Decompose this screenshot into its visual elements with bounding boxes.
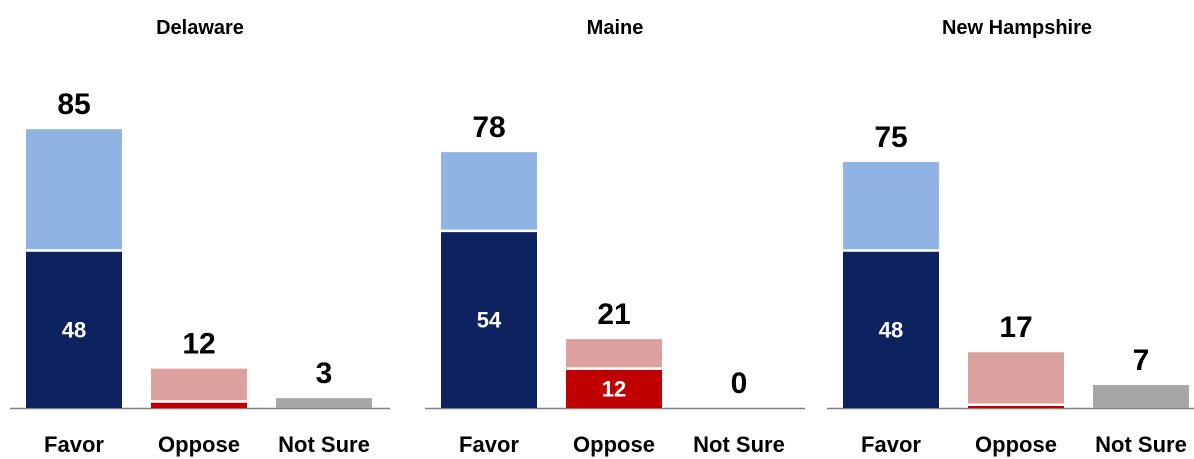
panel-title-delaware: Delaware: [156, 17, 244, 39]
bar-maine-favor-strong: [441, 230, 537, 408]
category-label-delaware-oppose: Oppose: [158, 432, 240, 457]
category-label-maine-favor: Favor: [459, 432, 519, 457]
value-label-delaware-not-sure-total: 3: [316, 357, 333, 390]
bar-delaware-oppose-strong: [151, 401, 247, 408]
bar-maine-oppose-strong: [566, 368, 662, 408]
category-label-delaware-favor: Favor: [44, 432, 104, 457]
bar-new-hampshire-favor-strong: [843, 250, 939, 408]
category-label-delaware-not-sure: Not Sure: [278, 432, 370, 457]
category-label-new-hampshire-favor: Favor: [861, 432, 921, 457]
value-label-delaware-favor-strong: 48: [62, 317, 86, 342]
value-label-maine-oppose-strong: 12: [602, 376, 626, 401]
value-label-new-hampshire-favor-strong: 48: [879, 317, 903, 342]
category-label-new-hampshire-not-sure: Not Sure: [1095, 432, 1187, 457]
value-label-new-hampshire-oppose-total: 17: [999, 311, 1032, 344]
bar-new-hampshire-oppose-total: [968, 352, 1064, 408]
bar-new-hampshire-oppose-strong: [968, 404, 1064, 408]
value-label-new-hampshire-favor-total: 75: [874, 121, 907, 154]
value-label-maine-oppose-total: 21: [597, 298, 630, 331]
category-label-maine-not-sure: Not Sure: [693, 432, 785, 457]
value-label-delaware-oppose-total: 12: [182, 328, 215, 361]
category-label-new-hampshire-oppose: Oppose: [975, 432, 1057, 457]
panel-title-new-hampshire: New Hampshire: [942, 17, 1092, 39]
bar-new-hampshire-not-sure-total: [1093, 385, 1189, 408]
value-label-delaware-favor-total: 85: [57, 88, 90, 121]
value-label-new-hampshire-not-sure-total: 7: [1133, 344, 1150, 377]
bar-delaware-not-sure-total: [276, 398, 372, 408]
value-label-maine-not-sure-total: 0: [731, 367, 748, 400]
bar-delaware-favor-strong: [26, 250, 122, 408]
value-label-maine-favor-total: 78: [472, 111, 505, 144]
panel-title-maine: Maine: [587, 17, 644, 39]
value-label-maine-favor-strong: 54: [477, 307, 502, 332]
category-label-maine-oppose: Oppose: [573, 432, 655, 457]
